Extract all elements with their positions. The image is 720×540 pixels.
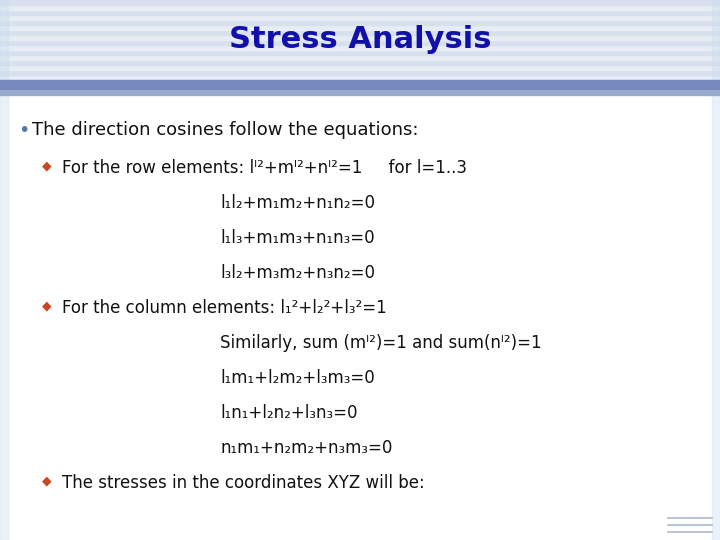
Text: l₁n₁+l₂n₂+l₃n₃=0: l₁n₁+l₂n₂+l₃n₃=0: [220, 404, 358, 422]
Text: For the column elements: l₁²+l₂²+l₃²=1: For the column elements: l₁²+l₂²+l₃²=1: [62, 299, 387, 317]
Text: The stresses in the coordinates XYZ will be:: The stresses in the coordinates XYZ will…: [62, 474, 425, 492]
Text: n₁m₁+n₂m₂+n₃m₃=0: n₁m₁+n₂m₂+n₃m₃=0: [220, 439, 392, 457]
Text: The direction cosines follow the equations:: The direction cosines follow the equatio…: [32, 121, 418, 139]
Text: Stress Analysis: Stress Analysis: [229, 25, 491, 55]
Text: l₁l₂+m₁m₂+n₁n₂=0: l₁l₂+m₁m₂+n₁n₂=0: [220, 194, 375, 212]
Text: •: •: [18, 121, 30, 140]
Text: ◆: ◆: [42, 474, 52, 487]
Text: For the row elements: lᴵ²+mᴵ²+nᴵ²=1     for l=1..3: For the row elements: lᴵ²+mᴵ²+nᴵ²=1 for …: [62, 159, 467, 177]
Text: Similarly, sum (mᴵ²)=1 and sum(nᴵ²)=1: Similarly, sum (mᴵ²)=1 and sum(nᴵ²)=1: [220, 334, 541, 352]
Text: l₁l₃+m₁m₃+n₁n₃=0: l₁l₃+m₁m₃+n₁n₃=0: [220, 229, 374, 247]
Text: ◆: ◆: [42, 299, 52, 312]
Text: ◆: ◆: [42, 159, 52, 172]
Text: l₃l₂+m₃m₂+n₃n₂=0: l₃l₂+m₃m₂+n₃n₂=0: [220, 264, 375, 282]
Text: l₁m₁+l₂m₂+l₃m₃=0: l₁m₁+l₂m₂+l₃m₃=0: [220, 369, 374, 387]
